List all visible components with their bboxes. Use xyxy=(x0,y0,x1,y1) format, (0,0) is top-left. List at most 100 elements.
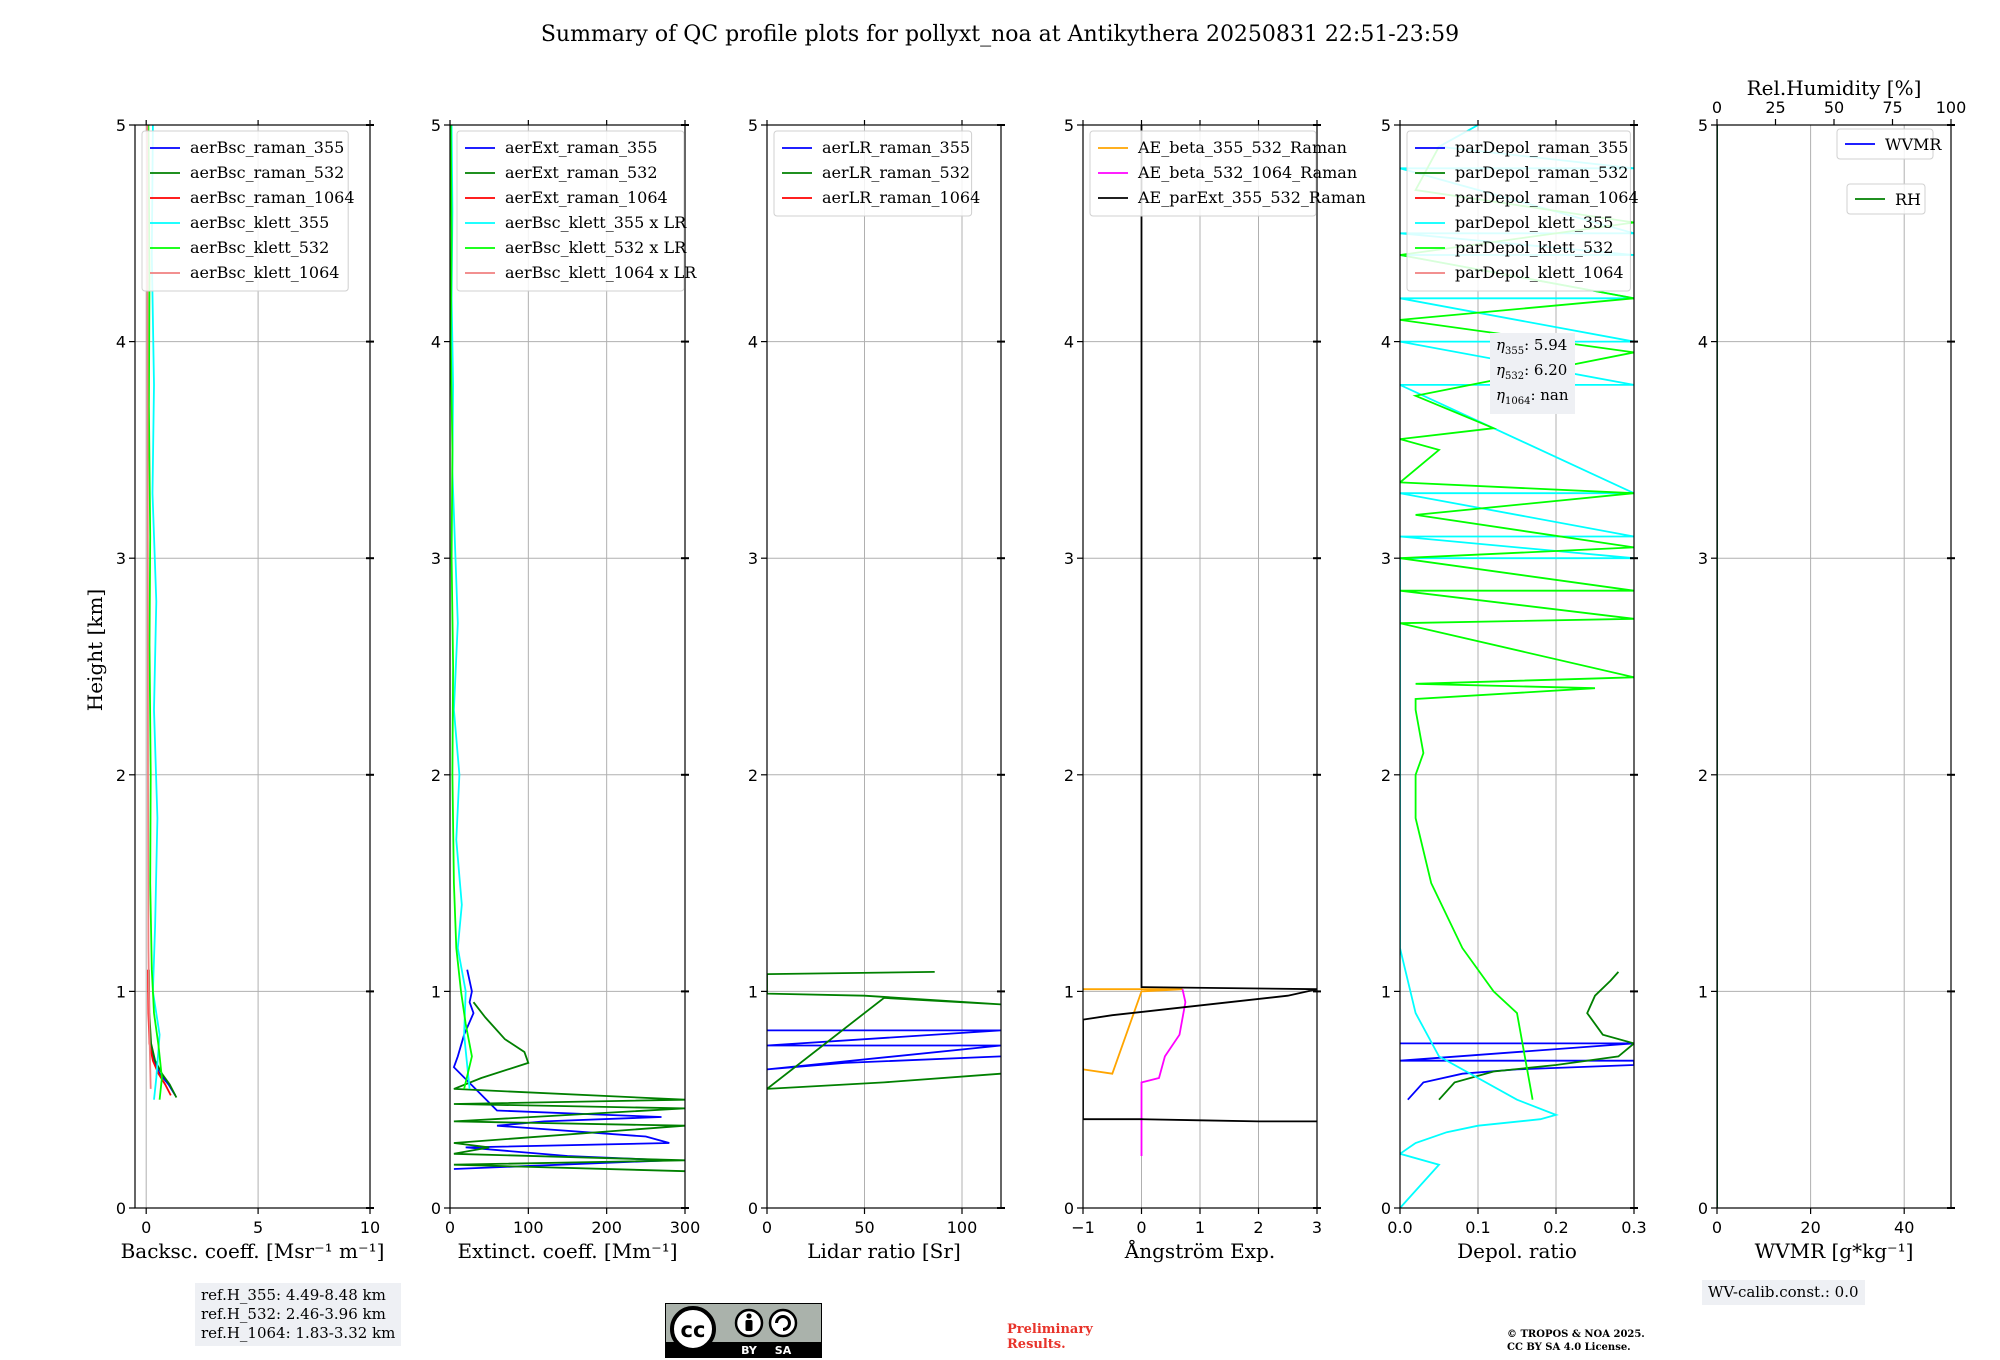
legend-box xyxy=(456,130,685,292)
x-tick-label: 50 xyxy=(854,1218,874,1237)
legend-label-aerBsc_raman_355: aerBsc_raman_355 xyxy=(190,138,344,157)
y-tick-label: 2 xyxy=(1698,766,1708,785)
y-tick-label: 2 xyxy=(431,766,441,785)
top-axis-label: Rel.Humidity [%] xyxy=(1747,76,1922,100)
y-tick-label: 4 xyxy=(116,333,126,352)
y-tick-label: 3 xyxy=(1698,549,1708,568)
copyright-line-1: © TROPOS & NOA 2025. xyxy=(1507,1329,1645,1340)
sa-icon xyxy=(768,1308,798,1338)
y-tick-label: 1 xyxy=(431,982,441,1001)
y-tick-label: 0 xyxy=(1698,1199,1708,1218)
y-tick-label: 3 xyxy=(1064,549,1074,568)
y-tick-label: 4 xyxy=(1698,333,1708,352)
legend-box xyxy=(1836,128,1934,160)
y-tick-label: 4 xyxy=(748,333,758,352)
legend-WVMR: WVMR xyxy=(1836,128,1942,160)
top-axis-tick-label: 0 xyxy=(1712,98,1722,117)
y-tick-label: 2 xyxy=(1381,766,1391,785)
panel-5: 0.0 0.1 0.2 0.3 0 1 2 3 4 5 Depol. ratio parDepol_r… xyxy=(1381,116,1647,1263)
y-tick-label: 0 xyxy=(116,1199,126,1218)
x-tick-label: 0 xyxy=(1136,1218,1146,1237)
legend-box xyxy=(1406,130,1631,292)
x-axis-label: Backsc. coeff. [Msr⁻¹ m⁻¹] xyxy=(121,1239,385,1263)
x-tick-label: 2 xyxy=(1253,1218,1263,1237)
x-tick-label: 0.2 xyxy=(1543,1218,1568,1237)
legend-label-aerBsc_klett_1064 x LR: aerBsc_klett_1064 x LR xyxy=(505,263,697,282)
legend: aerLR_raman_355 aerLR_raman_532 aerLR_rama… xyxy=(773,130,980,217)
y-tick-label: 1 xyxy=(1698,982,1708,1001)
series-line-aerBsc_klett_532 xyxy=(147,125,163,1100)
legend-label-AE_parExt_355_532_Raman: AE_parExt_355_532_Raman xyxy=(1137,188,1366,207)
series-line-aerExt_raman_532 xyxy=(453,1001,685,1173)
legend-label-parDepol_raman_532: parDepol_raman_532 xyxy=(1455,163,1628,182)
x-tick-label: 0.1 xyxy=(1465,1218,1490,1237)
x-tick-label: 0 xyxy=(445,1218,455,1237)
legend-box xyxy=(1089,130,1317,217)
by-icon-body xyxy=(745,1320,753,1331)
y-tick-label: 2 xyxy=(1064,766,1074,785)
y-tick-label: 5 xyxy=(116,116,126,135)
copyright-note: © TROPOS & NOA 2025. CC BY SA 4.0 Licens… xyxy=(1507,1328,1645,1354)
y-tick-label: 5 xyxy=(748,116,758,135)
legend-label-aerExt_raman_355: aerExt_raman_355 xyxy=(505,138,658,157)
y-tick-label: 2 xyxy=(748,766,758,785)
y-tick-label: 5 xyxy=(431,116,441,135)
y-tick-label: 2 xyxy=(116,766,126,785)
x-tick-label: 200 xyxy=(591,1218,622,1237)
x-axis-label: Lidar ratio [Sr] xyxy=(807,1239,961,1263)
series-line-aerLR_raman_532 xyxy=(767,971,1001,1090)
y-tick-label: 5 xyxy=(1381,116,1391,135)
preliminary-note: Preliminary Results. xyxy=(1007,1322,1093,1352)
y-tick-label: 0 xyxy=(431,1199,441,1218)
eta-box: η355: 5.94 η532: 6.20 η1064: nan xyxy=(1490,333,1575,414)
y-tick-label: 1 xyxy=(116,982,126,1001)
legend-box xyxy=(141,130,349,292)
legend-label-parDepol_raman_355: parDepol_raman_355 xyxy=(1455,138,1628,157)
y-tick-label: 1 xyxy=(1381,982,1391,1001)
ref-height-355: ref.H_355: 4.49-8.48 km xyxy=(201,1286,386,1304)
y-tick-label: 5 xyxy=(1698,116,1708,135)
sa-icon-arrow xyxy=(775,1315,791,1331)
y-tick-label: 0 xyxy=(748,1199,758,1218)
legend-label-aerLR_raman_355: aerLR_raman_355 xyxy=(822,138,970,157)
x-tick-label: 1 xyxy=(1195,1218,1205,1237)
top-axis-tick-label: 50 xyxy=(1824,98,1844,117)
sa-label: SA xyxy=(775,1344,792,1357)
cc-icon-text: cc xyxy=(681,1318,706,1342)
x-tick-label: 0 xyxy=(1712,1218,1722,1237)
cc-license-badge: cc BY SA xyxy=(665,1303,822,1358)
x-tick-label: 300 xyxy=(670,1218,701,1237)
legend-label: RH xyxy=(1895,190,1921,209)
y-tick-label: 3 xyxy=(748,549,758,568)
x-tick-label: 20 xyxy=(1800,1218,1820,1237)
y-tick-label: 1 xyxy=(1064,982,1074,1001)
y-tick-label: 4 xyxy=(1064,333,1074,352)
wv-calibration-box: WV-calib.const.: 0.0 xyxy=(1702,1280,1865,1305)
series-line-parDepol_raman_532 xyxy=(1438,971,1634,1101)
series-line-aerBsc_klett_532 x LR xyxy=(450,125,473,1090)
legend-label-aerExt_raman_1064: aerExt_raman_1064 xyxy=(505,188,668,207)
series-line-AE_parExt_355_532_Raman xyxy=(1083,125,1317,1123)
eta-355: η355: 5.94 xyxy=(1496,336,1568,357)
x-tick-label: 40 xyxy=(1894,1218,1914,1237)
x-axis-label: Ångström Exp. xyxy=(1124,1238,1275,1263)
series-line-aerBsc_klett_355 x LR xyxy=(450,125,471,1089)
series-line-aerExt_raman_355 xyxy=(452,969,670,1170)
y-tick-label: 4 xyxy=(431,333,441,352)
x-tick-label: 0 xyxy=(141,1218,151,1237)
x-tick-label: −1 xyxy=(1071,1218,1095,1237)
legend-label-aerBsc_klett_532 x LR: aerBsc_klett_532 x LR xyxy=(505,238,687,257)
cc-icon xyxy=(670,1306,716,1352)
preliminary-line-1: Preliminary xyxy=(1007,1322,1093,1337)
copyright-line-2: CC BY SA 4.0 License. xyxy=(1507,1342,1631,1353)
legend-box xyxy=(773,130,973,217)
panel-frame xyxy=(134,124,371,1209)
x-axis-label: WVMR [g*kg⁻¹] xyxy=(1755,1239,1914,1263)
legend-label-AE_beta_532_1064_Raman: AE_beta_532_1064_Raman xyxy=(1137,163,1357,182)
panel-frame xyxy=(766,124,1002,1209)
panel-frame xyxy=(1716,124,1952,1209)
x-tick-label: 100 xyxy=(513,1218,544,1237)
by-icon-head xyxy=(746,1313,752,1319)
